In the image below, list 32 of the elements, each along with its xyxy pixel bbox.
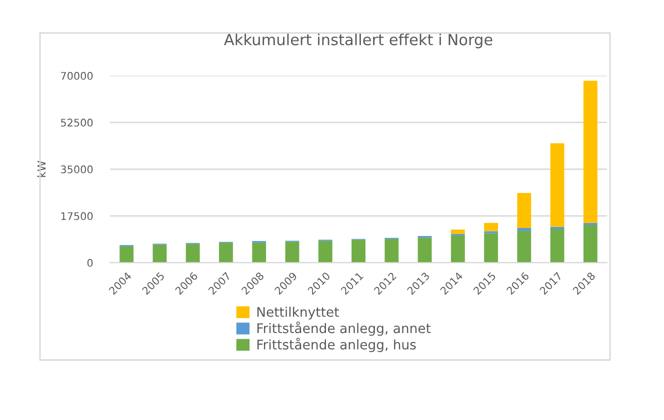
bar [550, 226, 564, 230]
y-tick-label: 17500 [61, 212, 93, 220]
y-tick-label: 70000 [61, 72, 93, 80]
bar [484, 233, 498, 263]
bar [583, 222, 598, 226]
y-tick-label: 0 [87, 258, 93, 267]
bar [219, 242, 233, 263]
bar [252, 242, 266, 263]
y-tick-label: 52500 [61, 118, 93, 127]
bar [285, 242, 300, 263]
chart-title: Akkumulert installert effekt i Norge [224, 34, 492, 48]
bar [384, 238, 399, 263]
bar [583, 225, 598, 263]
bar [517, 228, 532, 231]
bar [450, 230, 465, 234]
bar [418, 238, 432, 263]
bar [120, 246, 134, 263]
bar [450, 235, 465, 263]
legend-label: Frittstående anlegg, hus [257, 338, 416, 352]
bar [550, 229, 564, 263]
bar [517, 192, 532, 228]
bar [152, 244, 167, 263]
bar [550, 143, 564, 227]
legend-label: Nettilknyttet [257, 306, 339, 320]
bar [186, 244, 200, 263]
legend-label: Frittstående anlegg, annet [257, 321, 431, 336]
bar [352, 240, 366, 263]
y-tick-label: 35000 [60, 165, 93, 174]
bar [583, 80, 598, 223]
bar [484, 222, 498, 232]
bar [318, 240, 332, 263]
bar [517, 230, 532, 263]
